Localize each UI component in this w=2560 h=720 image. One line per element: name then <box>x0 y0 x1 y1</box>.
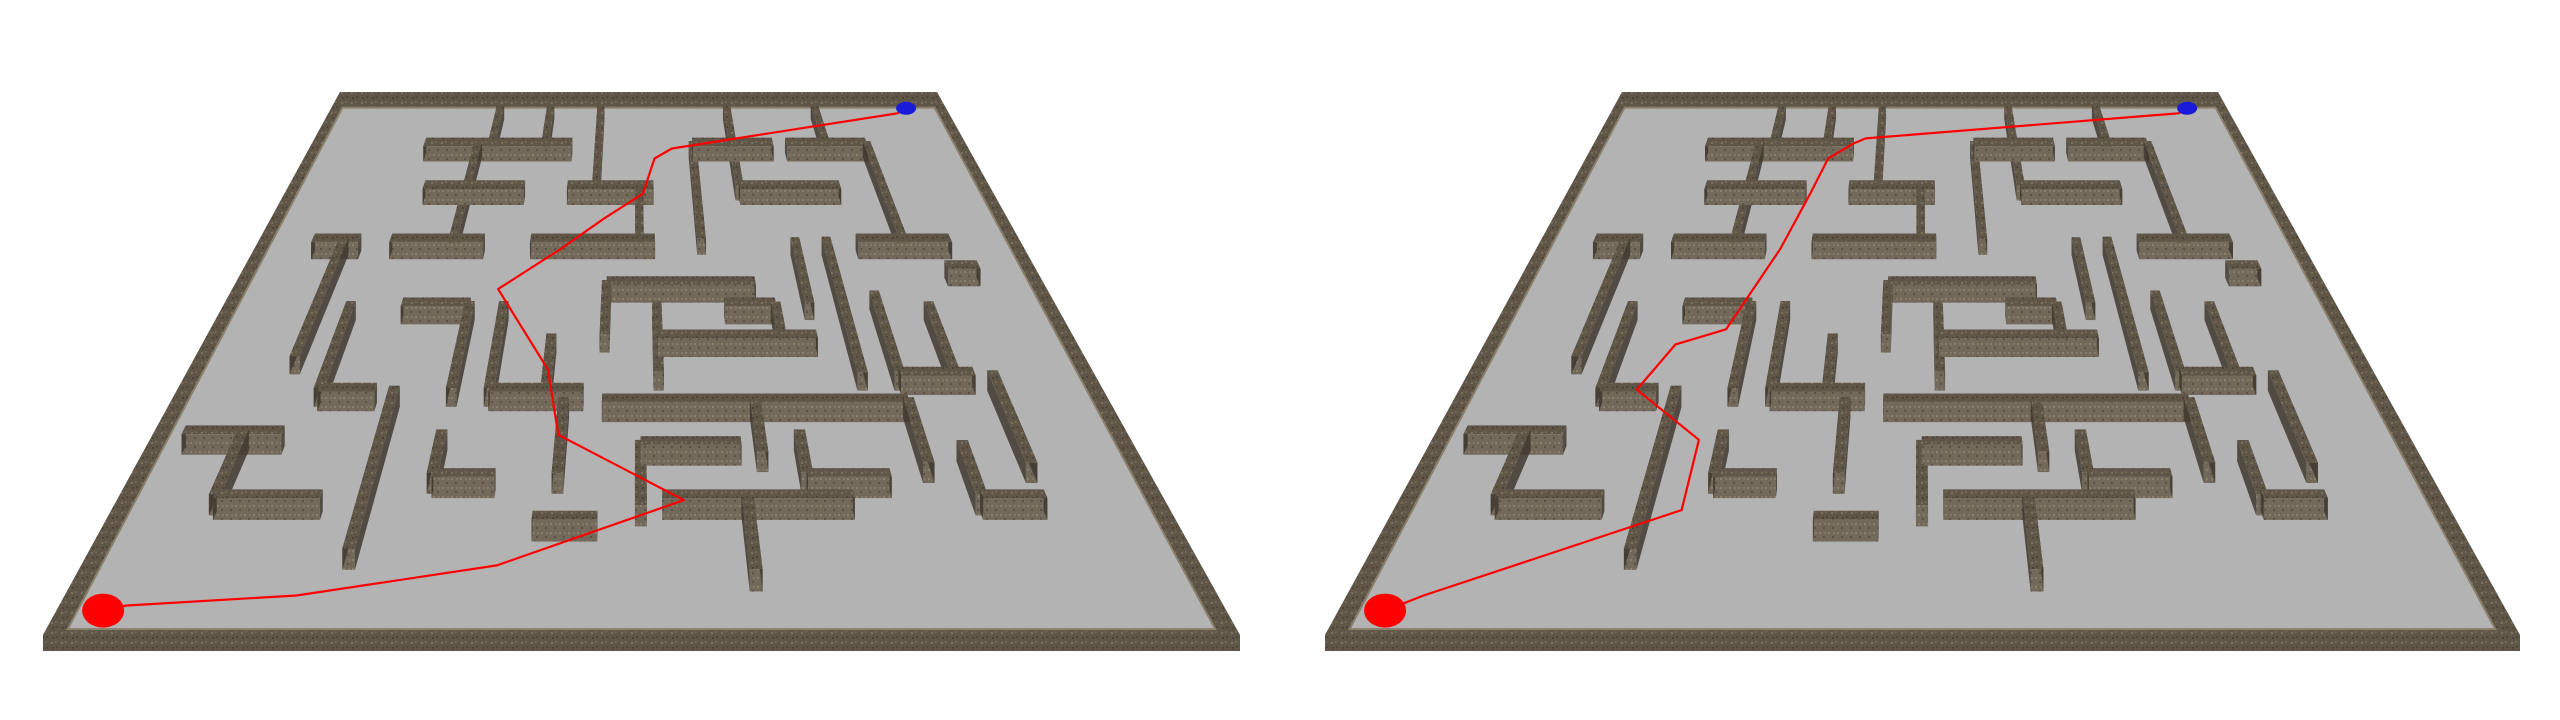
board-right-walls <box>1463 103 2328 592</box>
board-right-wall-9 <box>2066 137 2150 162</box>
board-left-wall-21 <box>821 236 868 391</box>
board-left-wall-50 <box>640 436 742 466</box>
board-right-wall-23 <box>1887 276 2037 303</box>
board-right-outer-wall <box>1325 92 2520 635</box>
board-right-solution-path <box>1384 107 2188 612</box>
board-right-wall-52 <box>1713 468 1778 499</box>
board-right-wall-24 <box>1880 280 1893 353</box>
board-left-wall-37 <box>987 370 1038 483</box>
board-right-wall-55 <box>1943 489 2136 520</box>
board-left-wall-20 <box>289 236 349 375</box>
board-left-wall-31 <box>724 297 777 325</box>
board-right-wall-50 <box>1921 436 2023 466</box>
board-right-start-marker <box>1364 593 1407 628</box>
board-left-wall-15 <box>389 233 485 260</box>
maze-board-left <box>43 92 1240 651</box>
board-right-wall-41 <box>1832 397 1851 494</box>
board-right-wall-39 <box>1769 382 1866 412</box>
board-right-wall-56 <box>2022 493 2044 592</box>
board-left-wall-28 <box>445 301 475 407</box>
board-left-wall-17 <box>855 233 953 260</box>
maze-board-right <box>1325 92 2520 651</box>
board-left-wall-5 <box>423 137 573 162</box>
board-left-wall-54 <box>212 489 323 520</box>
board-right-wall-35 <box>1938 329 2099 357</box>
board-right-wall-22 <box>2225 260 2262 287</box>
board-right-wall-27 <box>1682 297 1753 325</box>
board-left-wall-29 <box>483 301 509 407</box>
board-right-wall-40 <box>1623 385 1682 570</box>
board-right-frame-rim <box>1347 106 2498 631</box>
board-left-frame-rim <box>65 106 1217 631</box>
board-left-wall-58 <box>531 510 598 542</box>
board-left-wall-39 <box>488 382 584 412</box>
board-right-wall-15 <box>1671 233 1767 260</box>
board-right-wall-7 <box>1969 141 1988 255</box>
board-right-wall-44 <box>2183 397 2216 483</box>
board-right-wall-18 <box>2071 237 2096 321</box>
board-left-front-edge <box>43 635 1240 651</box>
board-left-wall-52 <box>431 468 496 499</box>
board-left-solution-path <box>102 107 907 612</box>
board-right-wall-36 <box>2179 366 2257 395</box>
board-left-start-marker <box>82 593 125 628</box>
board-right-wall-43 <box>2030 397 2050 473</box>
board-left-wall-43 <box>749 397 769 473</box>
board-right-wall-58 <box>1812 510 1879 542</box>
board-left-wall-16 <box>529 233 656 260</box>
board-left-goal-marker <box>896 101 917 115</box>
board-left-wall-14 <box>738 180 842 205</box>
board-right-wall-26 <box>1595 301 1638 407</box>
board-right-wall-57 <box>2260 489 2328 520</box>
board-left-wall-56 <box>741 493 763 592</box>
board-right-wall-14 <box>2020 180 2123 205</box>
board-left-wall-23 <box>606 276 756 303</box>
board-right-floor <box>1325 92 2520 635</box>
board-right-wall-38 <box>1599 382 1659 412</box>
board-left-wall-18 <box>790 237 815 321</box>
board-right-wall-5 <box>1705 137 1854 162</box>
board-right-wall-10 <box>2143 141 2189 255</box>
board-left-wall-38 <box>317 382 377 412</box>
board-left-wall-44 <box>902 397 935 483</box>
board-right-goal-marker <box>2177 101 2198 115</box>
board-right-wall-37 <box>2267 370 2318 483</box>
board-left-wall-25 <box>869 290 905 391</box>
board-left-wall-55 <box>662 489 855 520</box>
board-left-wall-40 <box>342 385 400 570</box>
board-right-wall-21 <box>2102 236 2149 391</box>
board-right-front-edge <box>1325 635 2520 651</box>
board-right-wall-12 <box>1848 180 1935 205</box>
board-left-wall-11 <box>422 180 526 205</box>
board-right-wall-8 <box>1973 137 2055 162</box>
board-right-wall-28 <box>1727 301 1757 407</box>
board-left-wall-9 <box>784 137 868 162</box>
board-left-wall-26 <box>313 301 356 407</box>
board-right-wall-11 <box>1704 180 1807 205</box>
board-left-wall-24 <box>599 280 612 353</box>
board-left-outer-wall <box>43 92 1240 635</box>
board-left-wall-22 <box>944 260 981 287</box>
board-right-wall-20 <box>1571 236 1631 375</box>
board-right-wall-16 <box>1811 233 1937 260</box>
board-left-wall-7 <box>688 141 706 255</box>
board-right-wall-31 <box>2005 297 2058 325</box>
board-left-wall-27 <box>400 297 471 325</box>
board-left-wall-36 <box>898 366 976 395</box>
board-left-walls <box>181 103 1048 592</box>
board-right-wall-54 <box>1494 489 1605 520</box>
board-left-wall-35 <box>657 329 818 357</box>
board-left-wall-57 <box>980 489 1048 520</box>
board-left-wall-8 <box>691 137 774 162</box>
board-right-wall-17 <box>2136 233 2233 260</box>
board-left-floor <box>43 92 1240 635</box>
